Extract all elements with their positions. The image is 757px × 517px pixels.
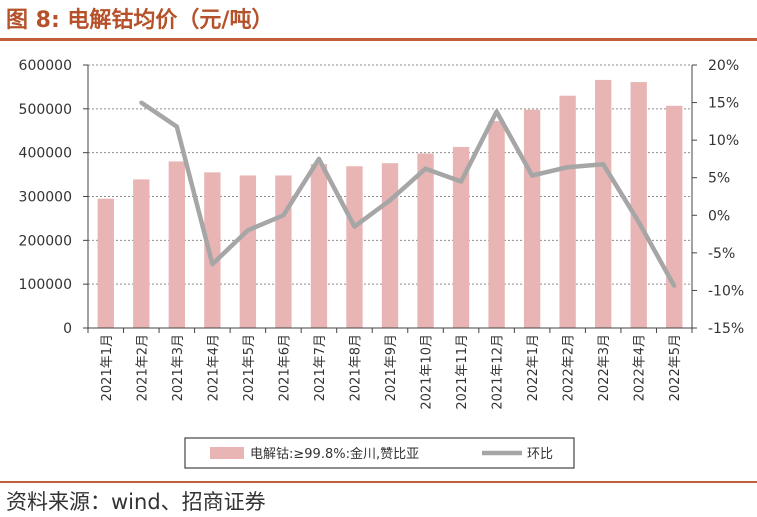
x-tick-label: 2021年11月 — [455, 334, 470, 410]
axes — [83, 64, 697, 333]
line-point — [636, 220, 641, 225]
bar — [630, 82, 647, 328]
y-left-tick-label: 400000 — [19, 146, 72, 162]
x-tick-label: 2021年2月 — [135, 334, 150, 401]
y-right-tick-label: 5% — [708, 171, 730, 187]
y-left-tick-labels: 0 100000 200000 300000 400000 500000 600000 — [19, 58, 72, 337]
y-right-tick-label: -10% — [708, 283, 744, 299]
x-tick-label: 2021年7月 — [313, 334, 328, 401]
y-right-tick-label: -5% — [708, 246, 735, 262]
source-rule — [0, 481, 757, 483]
line-series — [139, 100, 677, 288]
page-title: 图 8: 电解钴均价（元/吨） — [6, 8, 274, 33]
y-right-tick-labels: -15% -10% -5% 0% 5% 10% 15% 20% — [708, 58, 744, 337]
y-left-tick-label: 200000 — [19, 233, 72, 249]
line-point — [281, 213, 286, 218]
x-tick-label: 2021年4月 — [206, 334, 221, 401]
bar — [666, 105, 683, 328]
line-point — [459, 179, 464, 184]
bar — [204, 172, 221, 328]
y-right-tick-label: 20% — [708, 58, 739, 74]
line-path — [140, 100, 677, 287]
y-left-tick-label: 0 — [63, 321, 72, 337]
bar — [239, 175, 257, 328]
y-left-tick-label: 300000 — [19, 190, 72, 206]
x-tick-label: 2021年1月 — [100, 334, 115, 401]
x-tick-label: 2022年4月 — [633, 334, 648, 401]
x-tick-label: 2021年12月 — [491, 334, 506, 410]
title-rule — [0, 38, 757, 41]
line-point — [601, 162, 606, 167]
line-point — [210, 262, 215, 267]
bar-series — [97, 79, 683, 329]
line-point — [352, 224, 357, 229]
y-right-tick-label: 10% — [708, 133, 739, 149]
line-point — [494, 109, 499, 114]
chart: 0 100000 200000 300000 400000 500000 600000 -1… — [19, 58, 744, 469]
x-tick-label: 2021年9月 — [384, 334, 399, 401]
legend-line-label: 环比 — [527, 447, 553, 462]
bar — [97, 198, 114, 328]
source-note: 资料来源：wind、招商证券 — [6, 490, 266, 514]
bar — [133, 179, 150, 328]
x-tick-label: 2021年3月 — [171, 334, 186, 401]
line-point — [423, 166, 428, 171]
line-point — [245, 228, 250, 233]
line-point — [565, 165, 570, 170]
bar — [275, 175, 292, 328]
line-point — [672, 283, 677, 288]
y-right-tick-label: 15% — [708, 96, 739, 112]
x-tick-label: 2022年5月 — [668, 334, 683, 401]
bar — [452, 146, 470, 328]
bar — [595, 79, 612, 328]
bar — [488, 121, 505, 329]
y-left-tick-label: 600000 — [19, 58, 72, 74]
y-left-tick-label: 500000 — [19, 102, 72, 118]
legend-bar-label: 电解钴:≥99.8%:金川,赞比亚 — [250, 446, 419, 462]
x-tick-label: 2021年8月 — [348, 334, 363, 401]
x-tick-label: 2022年1月 — [526, 334, 541, 401]
line-point — [316, 156, 321, 161]
x-tick-label: 2022年2月 — [562, 334, 577, 401]
x-tick-label: 2022年3月 — [597, 334, 612, 401]
bar — [346, 166, 363, 328]
bar — [168, 161, 185, 328]
legend: 电解钴:≥99.8%:金川,赞比亚 环比 — [184, 437, 575, 469]
bar — [310, 164, 328, 328]
y-left-tick-label: 100000 — [19, 277, 72, 293]
x-tick-label: 2021年10月 — [420, 334, 435, 410]
y-right-tick-label: 0% — [708, 208, 730, 224]
x-tick-labels: 2021年1月 2021年2月 2021年3月 2021年4月 2021年5月 2021年… — [100, 334, 683, 410]
x-tick-label: 2021年6月 — [277, 334, 292, 401]
bar — [523, 109, 541, 329]
line-point — [530, 173, 535, 178]
bar — [381, 163, 399, 328]
x-tick-label: 2021年5月 — [242, 334, 257, 401]
y-right-tick-label: -15% — [708, 321, 744, 337]
bar — [559, 95, 576, 328]
bar — [417, 153, 434, 328]
line-point — [174, 124, 179, 129]
line-point — [139, 100, 144, 105]
line-point — [388, 198, 392, 203]
legend-bar-swatch — [210, 447, 244, 459]
